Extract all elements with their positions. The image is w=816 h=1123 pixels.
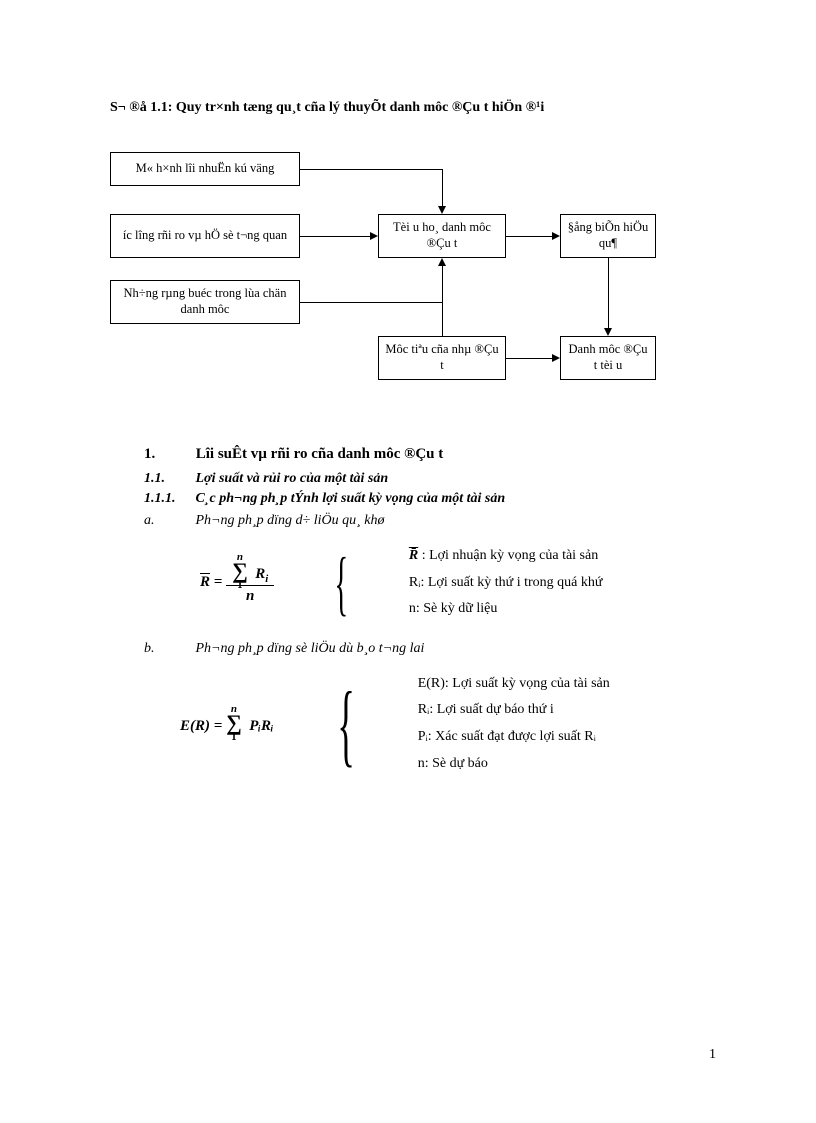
edge-n6-n4	[442, 265, 443, 336]
node-n2: ­íc l­îng rñi ro vµ hÖ sè t­¬ng quan	[110, 214, 300, 258]
edge-n2-n4-head	[370, 232, 378, 240]
node-n5: §ång biÕn hiÖu qu¶	[560, 214, 656, 258]
heading-1-1: 1.1. Lợi suất và rủi ro của một tài sản	[144, 471, 726, 487]
heading-1: 1. Lîi suÊt vµ rñi ro cña danh môc ®Çu t…	[144, 446, 726, 463]
heading-1-1-1: 1.1.1. C¸c ph­¬ng ph¸p tÝnh lợi suất kỳ …	[144, 491, 726, 507]
edge-n1-n4-h	[300, 169, 442, 170]
para-a-text: Ph­¬ng ph¸p dïng d÷ liÖu qu¸ khø	[196, 513, 385, 528]
formula-2-body: PᵢRᵢ	[249, 718, 273, 734]
edge-n1-n4-v	[442, 169, 443, 207]
node-n6: Môc tiªu cña nhµ ®Çu t­	[378, 336, 506, 380]
formula-1-defs: R̄ : Lợi nhuận kỳ vọng của tài sản Rᵢ: L…	[409, 543, 603, 623]
formula-2-lhs: E(R) =	[180, 718, 226, 734]
edge-n5-n7-head	[604, 328, 612, 336]
heading-1-text: Lîi suÊt vµ rñi ro cña danh môc ®Çu t­	[196, 446, 444, 462]
f2-def3: Pᵢ: Xác suất đạt được lợi suất Rᵢ	[418, 724, 610, 751]
brace-icon: {	[335, 547, 349, 619]
formula-1-sum-bot: 1	[237, 579, 243, 591]
para-b-label: b.	[144, 641, 192, 657]
edge-n1-n4-head	[438, 206, 446, 214]
heading-1-1-text: Lợi suất và rủi ro của một tài sản	[196, 471, 389, 486]
edge-n5-n7	[608, 258, 609, 328]
para-b: b. Ph­¬ng ph¸p dïng sè liÖu dù b¸o t­¬ng…	[144, 641, 726, 657]
node-n1: M« h×nh lîi nhuËn kú väng	[110, 152, 300, 186]
formula-2-defs: E(R): Lợi suất kỳ vọng của tài sản Rᵢ: L…	[418, 671, 610, 777]
edge-n6-n7	[506, 358, 552, 359]
heading-1-1-1-text: C¸c ph­¬ng ph¸p tÝnh lợi suất kỳ vọng củ…	[196, 491, 506, 506]
formula-2-block: E(R) = n ∑ 1 PᵢRᵢ { E(R): Lợi suất kỳ vọ…	[180, 671, 726, 777]
heading-1-num: 1.	[144, 446, 192, 463]
formula-1-body-sub: i	[265, 573, 268, 585]
para-a: a. Ph­¬ng ph¸p dïng d÷ liÖu qu¸ khø	[144, 513, 726, 529]
edge-n4-n5-head	[552, 232, 560, 240]
formula-1-body: R	[255, 566, 265, 582]
f2-def1: E(R): Lợi suất kỳ vọng của tài sản	[418, 671, 610, 698]
para-b-text: Ph­¬ng ph¸p dïng sè liÖu dù b¸o t­¬ng la…	[196, 641, 425, 656]
node-n7: Danh môc ®Çu t­ tèi ­u	[560, 336, 656, 380]
f1-def2: Rᵢ: Lợi suất kỳ thứ i trong quá khứ	[409, 570, 603, 597]
formula-1-sum-top: n	[237, 551, 243, 563]
f2-def4: n: Sè dự báo	[418, 751, 610, 778]
page-number: 1	[709, 1047, 716, 1063]
f2-def2: Rᵢ: Lợi suất dự báo thứ i	[418, 697, 610, 724]
formula-2-sum-top: n	[231, 703, 237, 715]
formula-1: R = n ∑ 1 Ri n	[200, 560, 274, 605]
f1-def1-text: : Lợi nhuận kỳ vọng của tài sản	[418, 548, 598, 563]
para-a-label: a.	[144, 513, 192, 529]
edge-n3-n4-h	[300, 302, 442, 303]
heading-1-1-num: 1.1.	[144, 471, 192, 487]
node-n3: Nh÷ng rµng buéc trong lùa chän danh môc	[110, 280, 300, 324]
brace-icon-2: {	[337, 678, 355, 770]
edge-n2-n4	[300, 236, 370, 237]
heading-1-1-1-num: 1.1.1.	[144, 491, 192, 507]
formula-2-sum-bot: 1	[231, 731, 237, 743]
node-n4: Tèi ­u ho¸ danh môc ®Çu t­	[378, 214, 506, 258]
formula-1-denom: n	[226, 586, 274, 605]
f1-def3: n: Sè kỳ dữ liệu	[409, 596, 603, 623]
f1-def1-sym: R̄	[409, 548, 418, 563]
figure-title: S¬ ®å 1.1: Quy tr×nh tæng qu¸t cña lý th…	[110, 100, 726, 116]
flowchart: M« h×nh lîi nhuËn kú väng ­íc l­îng rñi …	[110, 152, 670, 412]
edge-n4-n5	[506, 236, 552, 237]
formula-1-block: R = n ∑ 1 Ri n { R̄ : Lợi nhuận kỳ vọng …	[200, 543, 726, 623]
formula-2: E(R) = n ∑ 1 PᵢRᵢ	[180, 712, 274, 735]
edge-n6-n7-head	[552, 354, 560, 362]
